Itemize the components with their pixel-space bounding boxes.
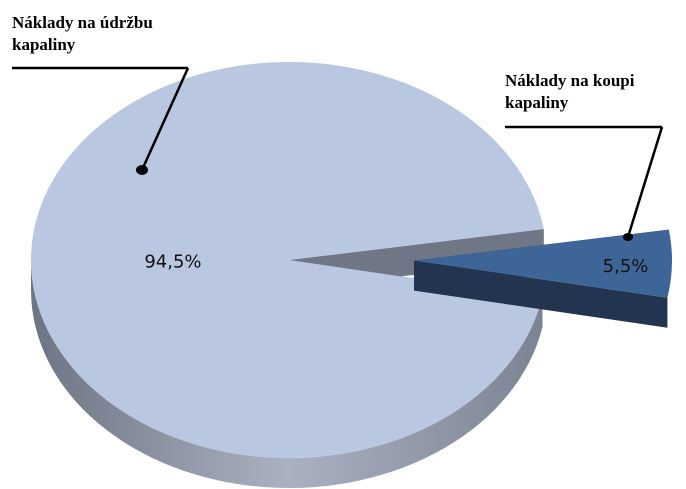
slice-wall	[413, 260, 668, 328]
slice	[31, 61, 544, 488]
slice	[413, 229, 672, 298]
category-label: Náklady na koupi kapaliny	[505, 71, 635, 112]
slice	[31, 61, 544, 458]
data-labels: 94,5% 5,5%	[144, 252, 648, 278]
slices	[31, 61, 672, 488]
leader-dot	[136, 165, 148, 175]
slice	[413, 229, 672, 328]
leader-dot	[623, 233, 633, 241]
data-label: 94,5%	[144, 252, 201, 273]
leader-line	[626, 126, 664, 238]
category-label: Náklady na údržbu kapaliny	[12, 13, 153, 54]
leader-line	[140, 67, 190, 171]
slice-side	[31, 260, 543, 488]
data-label: 5,5%	[603, 256, 649, 277]
